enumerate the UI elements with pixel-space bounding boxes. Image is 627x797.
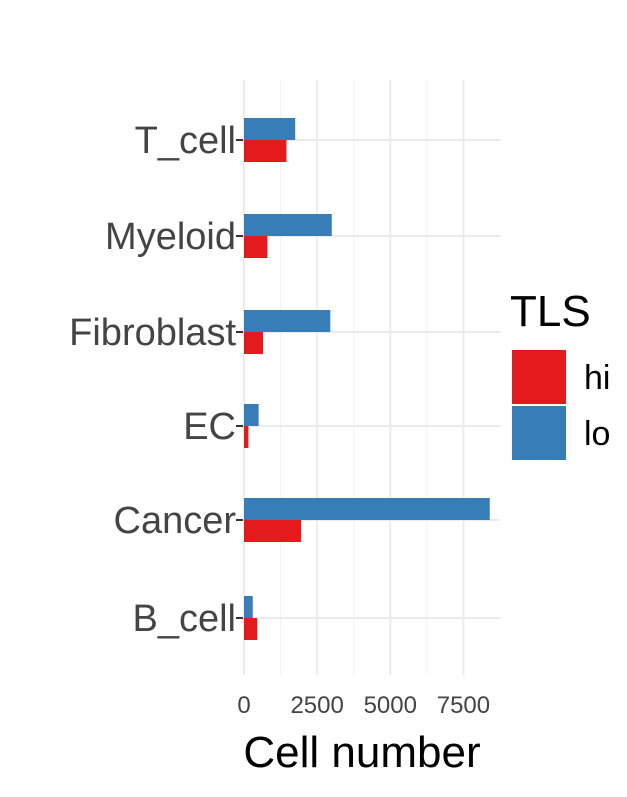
category-label: T_cell	[135, 120, 236, 162]
category-axis: T_cell Myeloid Fibroblast EC Cancer B_cell	[69, 120, 243, 640]
category-label: B_cell	[133, 598, 237, 640]
category-label: EC	[183, 406, 236, 448]
x-tick-label: 2500	[290, 692, 343, 719]
x-axis-title: Cell number	[243, 728, 480, 777]
bar-T_cell-lo	[244, 118, 296, 140]
legend-key-lo	[512, 406, 566, 460]
bar-Myeloid-lo	[244, 214, 332, 236]
legend-label-lo: lo	[584, 415, 610, 453]
value-axis: 0 2500 5000 7500	[237, 692, 490, 719]
category-label: Fibroblast	[69, 312, 236, 354]
bar-Fibroblast-hi	[244, 332, 264, 354]
bar-Fibroblast-lo	[244, 310, 331, 332]
bar-EC-hi	[244, 426, 249, 448]
bar-T_cell-hi	[244, 140, 287, 162]
bar-B_cell-hi	[244, 618, 258, 640]
bar-Cancer-lo	[244, 498, 490, 520]
legend-key-hi	[512, 350, 566, 404]
bar-Myeloid-hi	[244, 236, 268, 258]
x-tick-label: 5000	[364, 692, 417, 719]
bar-EC-lo	[244, 404, 259, 426]
category-label: Cancer	[114, 500, 237, 542]
bars	[244, 118, 490, 640]
bar-Cancer-hi	[244, 520, 302, 542]
bar-B_cell-lo	[244, 596, 253, 618]
category-label: Myeloid	[105, 216, 236, 258]
grid-lines	[243, 80, 500, 675]
legend-title: TLS	[510, 287, 591, 336]
x-tick-label: 7500	[437, 692, 490, 719]
legend: TLS hi lo	[510, 287, 610, 460]
legend-label-hi: hi	[584, 359, 610, 397]
x-tick-label: 0	[237, 692, 250, 719]
